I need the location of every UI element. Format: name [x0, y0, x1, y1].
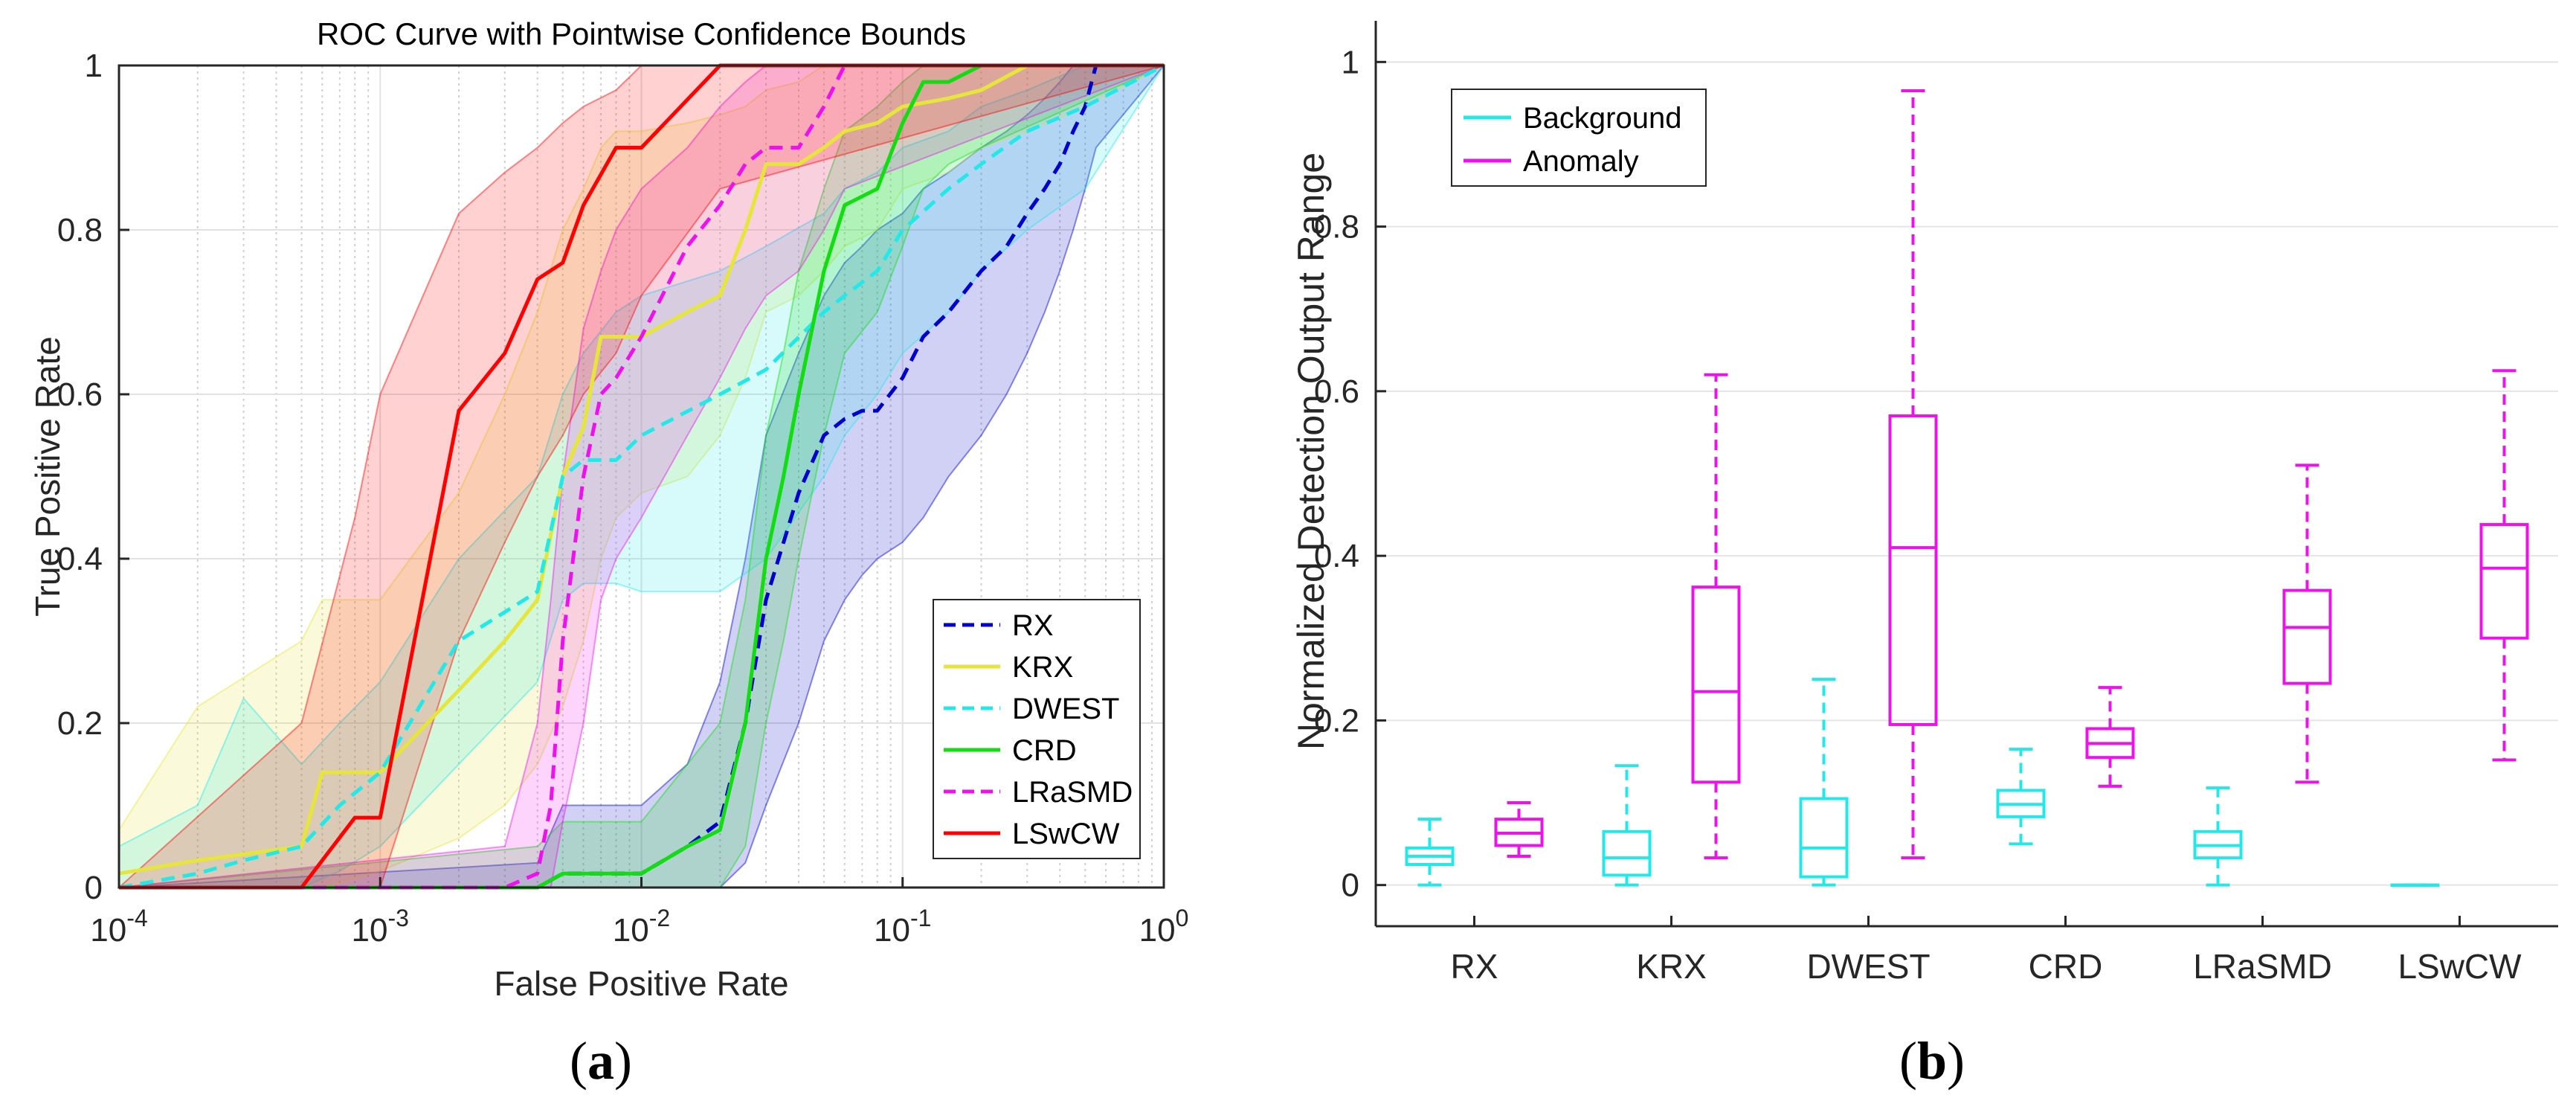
roc-y-tick-label: 1	[85, 48, 103, 84]
panel-label-b: (b)	[1899, 1031, 1965, 1091]
roc-x-tick-label: 10-4	[90, 905, 147, 949]
box-y-tick-label: 0	[1342, 867, 1359, 904]
box-background-rx	[1405, 818, 1455, 887]
roc-y-tick-label: 0	[85, 870, 103, 906]
roc-x-tick-base: 10	[613, 912, 649, 949]
roc-line-dwest	[118, 63, 1165, 890]
roc-band-krx	[118, 65, 1165, 888]
box-y-tick-label: 1	[1342, 44, 1359, 80]
box-anomaly-dwest	[1888, 89, 1938, 860]
roc-y-tick-label: 0.8	[57, 212, 103, 248]
box-x-tick-label: CRD	[2029, 947, 2103, 986]
box-anomaly-rx	[1494, 801, 1544, 858]
roc-legend-label-lswcw: LSwCW	[1012, 818, 1120, 850]
roc-x-axis-label: False Positive Rate	[494, 964, 788, 1003]
box-iqr-rect	[1691, 585, 1741, 784]
roc-line-krx	[118, 63, 1164, 876]
roc-x-tick-label: 10-1	[874, 905, 931, 949]
roc-band-dwest	[118, 65, 1165, 888]
roc-grid	[118, 65, 1165, 888]
box-x-tick-label: DWEST	[1806, 947, 1930, 986]
box-legend-box	[1451, 89, 1707, 187]
box-plot-marks	[1405, 89, 2529, 888]
box-legend-label-background: Background	[1523, 102, 1681, 135]
panel-label-a: (a)	[570, 1031, 632, 1091]
box-chart-panel: 0 0.2 0.4 0.6 0.8 1 RX KRX DWEST CRD LRaSMD LSwCW N…	[1290, 21, 2558, 986]
box-background-crd	[1996, 748, 2046, 846]
roc-legend-box	[933, 599, 1141, 859]
roc-x-tick-base: 10	[874, 912, 910, 949]
roc-y-tick-label: 0.6	[57, 376, 103, 413]
roc-x-tick-exponent: -1	[910, 905, 931, 931]
roc-x-tick-base: 10	[1139, 912, 1176, 949]
box-grid	[1376, 61, 2558, 886]
roc-x-tick-base: 10	[352, 912, 388, 949]
roc-line-lswcw	[119, 63, 1164, 890]
box-anomaly-lrasmd	[2282, 463, 2332, 784]
roc-x-tick-exponent: 0	[1176, 905, 1189, 931]
box-y-tick-label: 0.2	[1314, 702, 1359, 739]
roc-y-tick-label: 0.2	[57, 705, 103, 742]
box-anomaly-crd	[2085, 686, 2135, 788]
box-background-lswcw	[2390, 883, 2440, 888]
box-iqr-rect	[2282, 588, 2332, 685]
box-legend: Background Anomaly	[1451, 89, 1707, 187]
roc-line-crd	[119, 63, 1164, 890]
box-y-tick-label: 0.8	[1314, 209, 1359, 245]
box-x-tick-label: LSwCW	[2398, 947, 2522, 986]
box-tick-labels: 0 0.2 0.4 0.6 0.8 1 RX KRX DWEST CRD LRaSMD LSwCW	[1314, 44, 2522, 986]
roc-legend: RX KRX DWEST CRD LRaSMD LSwCW	[933, 599, 1141, 859]
box-iqr-rect	[2479, 523, 2529, 640]
box-anomaly-krx	[1691, 373, 1741, 860]
box-y-tick-label: 0.6	[1314, 373, 1359, 410]
roc-legend-label-krx: KRX	[1012, 651, 1073, 684]
roc-x-tick-label: 10-2	[613, 905, 670, 949]
box-x-tick-label: LRaSMD	[2193, 947, 2332, 986]
roc-x-tick-exponent: -2	[649, 905, 670, 931]
roc-y-tick-label: 0.4	[57, 541, 103, 577]
box-background-krx	[1602, 764, 1652, 887]
roc-x-tick-exponent: -3	[388, 905, 409, 931]
box-legend-label-anomaly: Anomaly	[1523, 145, 1639, 178]
roc-x-tick-base: 10	[90, 912, 126, 949]
box-x-tick-label: KRX	[1636, 947, 1707, 986]
box-iqr-rect	[1602, 829, 1652, 877]
roc-y-axis-label: True Positive Rate	[28, 336, 67, 617]
roc-chart-title: ROC Curve with Pointwise Confidence Boun…	[317, 16, 966, 51]
box-y-axis-label: Normalized Detection Output Range	[1290, 153, 1332, 750]
box-anomaly-lswcw	[2479, 369, 2529, 762]
roc-legend-label-crd: CRD	[1012, 734, 1077, 767]
box-background-dwest	[1799, 678, 1849, 887]
roc-series-lines	[118, 63, 1165, 890]
panel-label-a-letter: a	[587, 1031, 614, 1091]
roc-x-tick-label: 100	[1139, 905, 1189, 949]
roc-line-rx	[119, 63, 1164, 890]
roc-legend-label-dwest: DWEST	[1012, 693, 1119, 725]
box-y-tick-label: 0.4	[1314, 538, 1359, 574]
box-axes	[1374, 21, 2558, 928]
roc-legend-label-lrasmd: LRaSMD	[1012, 776, 1133, 809]
box-iqr-rect	[1799, 797, 1849, 879]
roc-line-lrasmd	[119, 63, 1164, 890]
roc-x-tick-label: 10-3	[352, 905, 409, 949]
panel-label-b-letter: b	[1917, 1031, 1947, 1091]
roc-legend-label-rx: RX	[1012, 609, 1054, 642]
box-x-tick-label: RX	[1451, 947, 1498, 986]
box-iqr-rect	[1888, 414, 1938, 726]
roc-x-tick-exponent: -4	[126, 905, 147, 931]
box-background-lrasmd	[2193, 786, 2243, 887]
